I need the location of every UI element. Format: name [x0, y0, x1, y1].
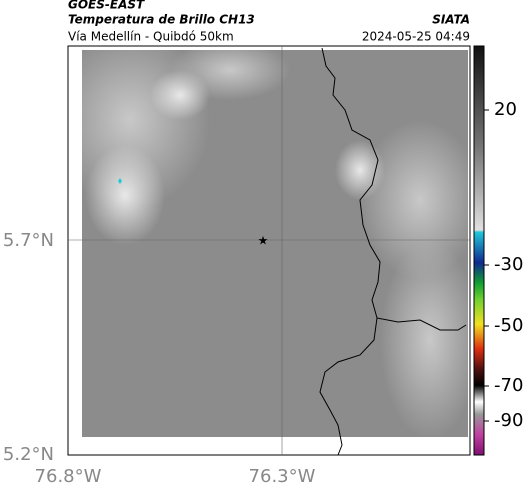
agency-label: SIATA [432, 13, 470, 27]
lon-label: 76.8°W [35, 466, 102, 487]
source-label: GOES-EAST [68, 0, 145, 12]
location-marker: ★ [258, 234, 269, 248]
lat-label: 5.7°N [3, 230, 54, 251]
lon-label: 76.3°W [249, 466, 316, 487]
map-frame [67, 45, 471, 456]
colorbar-tick-label: -70 [494, 375, 523, 396]
colorbar-tick-label: -30 [494, 254, 523, 275]
coastline [319, 47, 467, 456]
colorbar-tick-label: 20 [494, 99, 517, 120]
colorbar-tick-label: -90 [494, 410, 523, 431]
colorbar-tick-label: -50 [494, 315, 523, 336]
lat-label: 5.2°N [3, 444, 54, 465]
datetime: 2024-05-25 04:49 [362, 30, 470, 44]
colorbar [473, 45, 485, 456]
subtitle: Vía Medellín - Quibdó 50km [68, 30, 234, 44]
title: Temperatura de Brillo CH13 [68, 13, 255, 27]
colorbar-ticks [484, 109, 489, 422]
